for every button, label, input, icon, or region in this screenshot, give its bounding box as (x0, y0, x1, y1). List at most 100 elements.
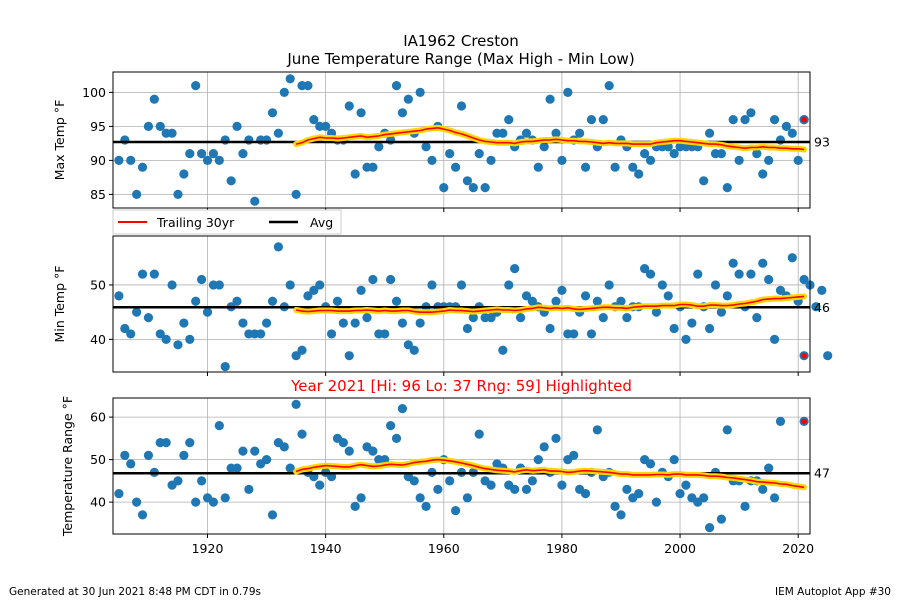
min-temp-point (114, 291, 124, 301)
min-temp-point (137, 269, 148, 279)
range-point (356, 493, 366, 503)
max-temp-panel: 85 90 95 100 Max Temp °F 93 (52, 71, 830, 212)
min-temp-point (510, 264, 520, 274)
range-point (291, 399, 301, 409)
range-point (699, 493, 709, 503)
min-temp-point (214, 280, 224, 290)
min-temp-point (238, 318, 248, 328)
legend-trailing-label: Trailing 30yr (156, 215, 235, 230)
max-temp-point (285, 74, 295, 84)
footer-generated: Generated at 30 Jun 2021 8:48 PM CDT in … (9, 586, 261, 598)
max-temp-point (793, 155, 803, 165)
min-temp-point (693, 269, 703, 279)
max-temp-point (167, 128, 177, 138)
max-temp-point (474, 149, 484, 159)
range-point (527, 476, 537, 486)
max-temp-frame (112, 71, 811, 209)
max-temp-point (787, 128, 797, 138)
max-temp-point (504, 115, 514, 125)
max-temp-point (132, 189, 142, 199)
range-point (486, 480, 496, 490)
max-temp-trailing-line (295, 127, 805, 151)
max-temp-point (403, 94, 413, 104)
min-temp-point (309, 285, 319, 295)
min-temp-point (326, 329, 337, 339)
min-temp-point (704, 323, 715, 334)
max-temp-point (704, 128, 715, 138)
range-point (137, 510, 148, 520)
min-temp-point (297, 345, 307, 355)
max-temp-point (669, 149, 679, 159)
min-temp-point (640, 264, 650, 274)
min-temp-point (386, 274, 396, 285)
min-temp-point (468, 313, 478, 323)
min-temp-point (149, 269, 159, 279)
min-temp-point (687, 318, 697, 328)
range-point (474, 429, 484, 439)
max-temp-highlight-point (801, 116, 807, 123)
max-temp-point (764, 155, 774, 165)
max-temp-point (498, 128, 508, 138)
min-temp-point (315, 280, 325, 290)
range-panel: 40 50 60 1920 1940 1960 1980 2000 2020 Temperatur… (60, 377, 830, 556)
max-temp-point (368, 162, 378, 172)
range-ytick-label: 60 (90, 410, 106, 425)
min-temp-point (232, 296, 242, 306)
min-temp-point (663, 291, 673, 301)
range-point (315, 480, 325, 490)
range-annotation: Year 2021 [Hi: 96 Lo: 37 Rng: 59] Highli… (290, 377, 632, 395)
min-temp-point (775, 285, 786, 295)
max-temp-point (480, 183, 490, 193)
min-temp-point (569, 329, 579, 339)
max-temp-ytick-label: 95 (90, 119, 106, 134)
range-highlight-point (801, 418, 807, 425)
min-temp-point (557, 285, 567, 295)
max-temp-point (126, 155, 136, 165)
min-temp-point (651, 307, 662, 317)
min-temp-point (657, 280, 667, 290)
min-temp-point (344, 351, 354, 361)
legend-frame (112, 209, 342, 235)
range-point (551, 433, 561, 443)
max-temp-point (415, 87, 425, 97)
range-xtick-label: 1920 (192, 541, 224, 556)
max-temp-point (191, 81, 201, 91)
min-temp-trailing-line (295, 295, 805, 314)
min-temp-point (126, 329, 136, 339)
max-temp-point (374, 142, 384, 152)
max-temp-point (321, 121, 331, 131)
min-temp-point (185, 334, 195, 344)
max-temp-point (740, 115, 750, 125)
min-temp-point (734, 269, 744, 279)
legend-avg-label: Avg (310, 215, 333, 230)
max-temp-point (462, 176, 473, 186)
min-temp-point (120, 323, 130, 334)
min-temp-point (179, 318, 189, 328)
range-point (279, 442, 289, 452)
range-point (645, 459, 656, 469)
min-temp-point (303, 291, 313, 301)
max-temp-point (640, 149, 650, 159)
range-point (232, 463, 242, 473)
range-avg-label: 47 (814, 466, 830, 481)
min-temp-point (132, 307, 142, 317)
max-temp-point (226, 176, 236, 186)
max-temp-point (722, 183, 732, 193)
range-point (421, 501, 431, 511)
range-point (267, 510, 278, 520)
min-temp-point (167, 280, 177, 290)
max-temp-point (185, 149, 195, 159)
max-temp-point (628, 162, 638, 172)
range-point (651, 497, 662, 507)
min-temp-point (817, 285, 827, 295)
range-point (433, 484, 443, 494)
max-temp-point (486, 155, 496, 165)
min-temp-point (427, 280, 437, 290)
min-temp-point (273, 242, 283, 252)
min-temp-point (403, 340, 413, 350)
range-point (208, 497, 219, 507)
max-temp-point (397, 108, 408, 118)
range-point (397, 404, 408, 414)
max-temp-point (586, 115, 597, 125)
